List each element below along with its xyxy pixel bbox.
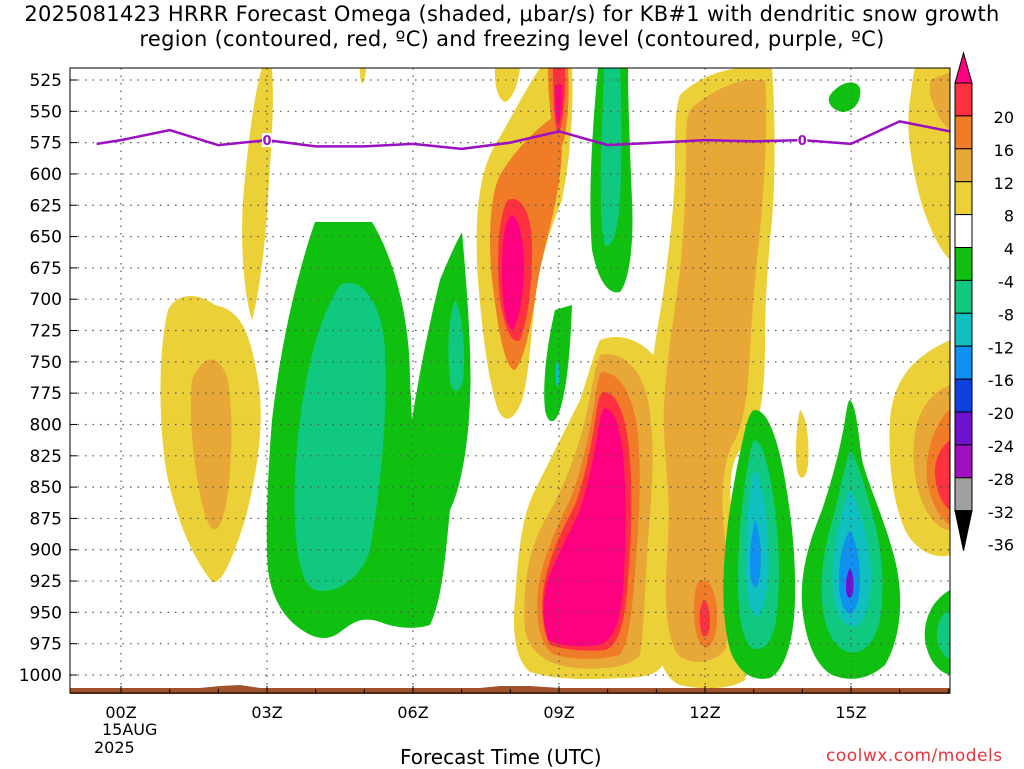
terrain-bump-1 (200, 685, 260, 688)
omega-region-pink-09z-top (555, 85, 563, 125)
omega-region-yellow-14z (796, 410, 809, 478)
colorbar-label: -8 (998, 305, 1014, 324)
omega-region-green-15z-top (828, 82, 861, 112)
y-axis: 525 550 575 600 625 650 675 700 725 750 775 800 825 8… (19, 71, 77, 686)
y-tick-label: 1000 (19, 666, 62, 686)
colorbar-segment (954, 477, 973, 512)
colorbar-label: -16 (988, 371, 1014, 390)
x-tick-label: 12Z (689, 703, 720, 722)
colorbar-segment (954, 312, 973, 347)
freezing-level-label-bg (262, 133, 272, 148)
y-tick-label: 600 (30, 165, 62, 185)
y-tick-label: 675 (30, 259, 62, 279)
colorbar-label: -4 (998, 273, 1014, 292)
colorbar-segment (954, 181, 973, 216)
colorbar-label: 20 (994, 108, 1014, 127)
colorbar-segment (954, 279, 973, 314)
y-tick-label: 575 (30, 134, 62, 154)
colorbar-segment (954, 411, 973, 446)
colorbar-segment (954, 444, 973, 479)
x-tick-label: 09Z (543, 703, 574, 722)
omega-region-teal-05z (294, 282, 386, 591)
colorbar: 20 16 12 8 4 -4 -8 -12 -16 -20 -24 -28 -32 -36 (954, 51, 1014, 555)
omega-region-blue-13z (750, 520, 761, 588)
omega-region-red-12z-low (699, 600, 710, 637)
y-tick-label: 650 (30, 228, 62, 248)
omega-shaded-field (160, 68, 950, 689)
omega-region-yellow-top-2 (360, 68, 366, 84)
x-axis-title: Forecast Time (UTC) (400, 745, 602, 769)
colorbar-segment (954, 148, 973, 183)
colorbar-label: -36 (988, 536, 1014, 555)
y-tick-label: 950 (30, 603, 62, 623)
colorbar-label: -20 (988, 404, 1014, 423)
omega-region-yellow-top-1 (494, 68, 520, 102)
chart-title: 2025081423 HRRR Forecast Omega (shaded, … (24, 2, 1000, 51)
omega-region-teal-17z-bottom (937, 610, 950, 660)
colorbar-label: -28 (988, 470, 1014, 489)
freezing-level-label: 0 (262, 134, 271, 149)
omega-region-teal-09z-mid (555, 360, 560, 388)
colorbar-label: -32 (988, 503, 1014, 522)
colorbar-segment (954, 510, 973, 551)
y-tick-label: 800 (30, 415, 62, 435)
colorbar-segment (954, 214, 973, 249)
omega-region-teal-10z (600, 68, 622, 246)
colorbar-label: 12 (994, 174, 1014, 193)
y-tick-label: 900 (30, 541, 62, 561)
x-date-year: 2025 (94, 738, 135, 757)
omega-region-orange-light-17z-top (930, 72, 950, 130)
omega-region-pink-10z (543, 408, 626, 647)
y-tick-label: 775 (30, 384, 62, 404)
omega-region-yellow-03z (242, 68, 273, 320)
omega-region-red-17z-low (934, 440, 950, 510)
credit-text: coolwx.com/models (826, 746, 1003, 766)
y-tick-label: 625 (30, 196, 62, 216)
omega-region-violet-15z (846, 568, 854, 598)
omega-region-orange-light-12z (663, 80, 767, 662)
omega-region-teal-07z (448, 300, 465, 392)
x-axis: 00Z 03Z 06Z 09Z 12Z 15Z (105, 686, 949, 722)
terrain-bump-2 (480, 686, 560, 688)
colorbar-segment (954, 345, 973, 380)
colorbar-segment (954, 115, 973, 150)
x-date-day: 15AUG (102, 720, 157, 739)
colorbar-segment (954, 378, 973, 413)
x-tick-label: 15Z (835, 703, 866, 722)
y-tick-label: 825 (30, 447, 62, 467)
y-tick-label: 725 (30, 322, 62, 342)
x-tick-label: 06Z (397, 703, 428, 722)
x-tick-label: 00Z (105, 703, 136, 722)
y-tick-label: 850 (30, 478, 62, 498)
colorbar-segment (954, 82, 973, 117)
y-tick-label: 550 (30, 102, 62, 122)
colorbar-label: -24 (988, 437, 1014, 456)
colorbar-label: -12 (988, 338, 1014, 357)
colorbar-segment (954, 247, 973, 281)
y-tick-label: 975 (30, 635, 62, 655)
colorbar-label: 8 (1004, 207, 1014, 226)
y-tick-label: 750 (30, 353, 62, 373)
omega-region-pink-08z (502, 215, 524, 330)
y-tick-label: 525 (30, 71, 62, 91)
y-tick-label: 925 (30, 572, 62, 592)
y-tick-label: 700 (30, 290, 62, 310)
colorbar-segment (954, 51, 973, 84)
y-tick-label: 875 (30, 509, 62, 529)
freezing-level-label: 0 (798, 134, 807, 149)
x-tick-label: 03Z (251, 703, 282, 722)
colorbar-label: 16 (994, 141, 1014, 160)
freezing-level-label-bg (797, 133, 808, 148)
colorbar-label: 4 (1004, 240, 1014, 259)
